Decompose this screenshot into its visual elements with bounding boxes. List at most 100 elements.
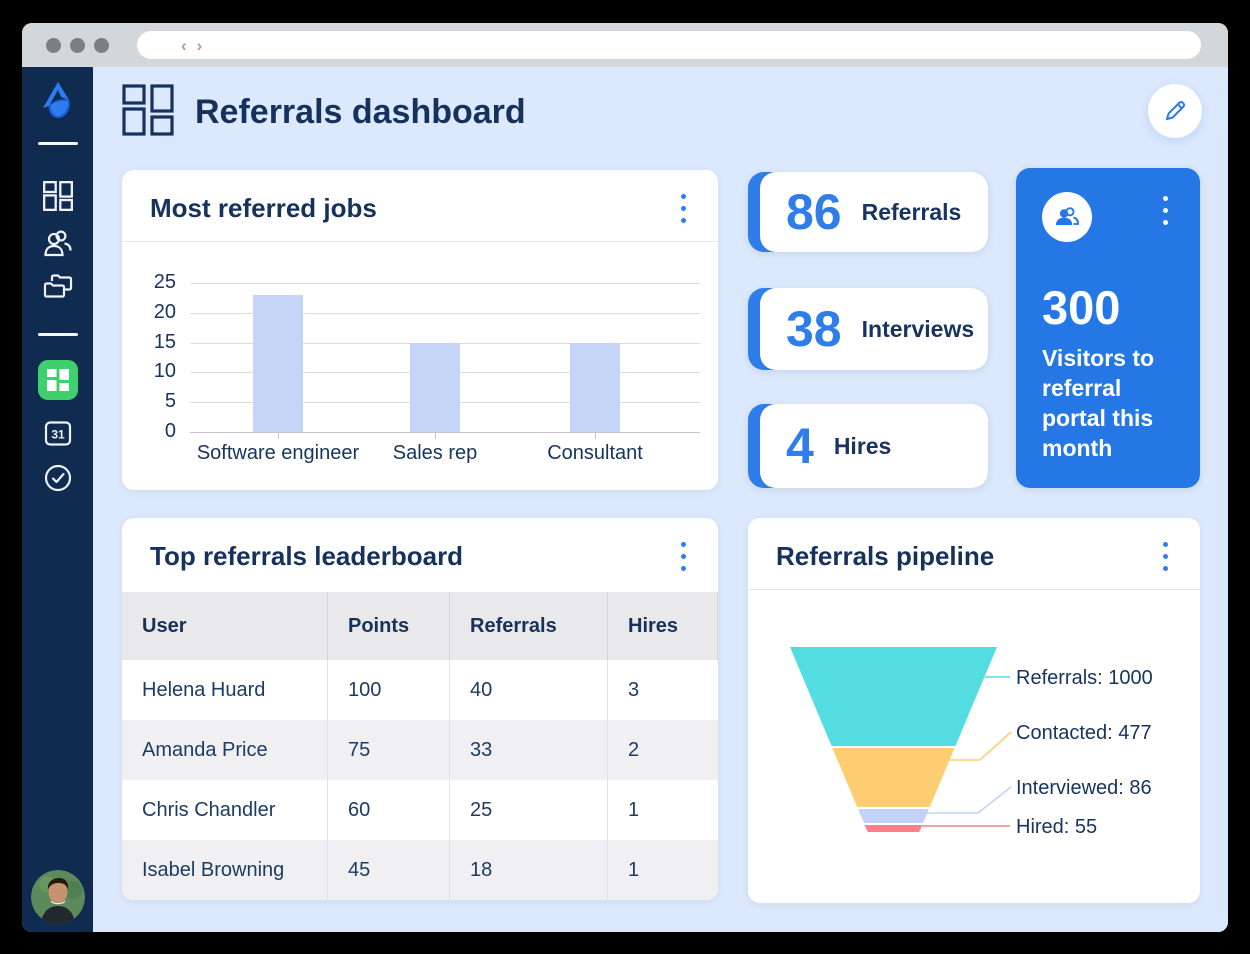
card-title: Most referred jobs xyxy=(150,193,377,223)
card-title: Top referrals leaderboard xyxy=(150,541,464,571)
kebab-menu-button[interactable] xyxy=(1157,192,1174,229)
sidebar-item-referrals-active[interactable] xyxy=(37,360,78,400)
chart-gridline xyxy=(190,432,700,433)
active-dashboard-icon xyxy=(37,360,78,400)
table-cell: Helena Huard xyxy=(122,660,328,720)
funnel-label: Interviewed: 86 xyxy=(1016,777,1152,799)
stat-card-interviews: 38 Interviews xyxy=(748,288,988,370)
table-cell: 100 xyxy=(328,660,450,720)
stat-value: 86 xyxy=(786,184,842,240)
card-title: Referrals pipeline xyxy=(776,541,995,571)
bar-sales-rep xyxy=(410,342,460,432)
table-cell: 3 xyxy=(628,678,640,701)
funnel-label: Contacted: 477 xyxy=(1016,722,1152,744)
check-circle-icon xyxy=(44,464,71,492)
dashboard-header-icon xyxy=(122,84,174,136)
table-header-row: User Points Referrals Hires xyxy=(122,592,718,660)
stat-label: Hires xyxy=(833,432,892,459)
dashboard-grid-icon xyxy=(42,181,73,211)
edit-dashboard-button[interactable] xyxy=(1148,84,1202,138)
app-logo xyxy=(39,80,77,126)
window-minimize-button[interactable] xyxy=(70,37,85,53)
table-cell: 40 xyxy=(450,660,608,720)
table-cell: 60 xyxy=(328,780,450,840)
table-row: Isabel Browning 45 18 1 xyxy=(122,840,718,900)
calendar-icon: 31 xyxy=(44,421,71,446)
sidebar-divider xyxy=(37,142,78,145)
funnel-chart: Referrals: 1000 Contacted: 477 Interviewed… xyxy=(790,647,1153,838)
x-axis-tick xyxy=(278,433,279,439)
leaderboard-table: User Points Referrals Hires Helena Huard 100 4… xyxy=(122,592,718,900)
sidebar-item-calendar[interactable]: 31 xyxy=(43,418,73,448)
funnel-leader-line xyxy=(927,786,1012,814)
stat-label: Referrals xyxy=(861,198,962,225)
table-cell: Chris Chandler xyxy=(122,780,328,840)
y-axis-tick-label: 15 xyxy=(153,330,176,353)
folders-icon xyxy=(43,274,72,298)
people-icon xyxy=(43,230,72,257)
x-axis-label: Consultant xyxy=(547,442,643,464)
column-header: Referrals xyxy=(450,592,608,660)
table-row: Amanda Price 75 33 2 xyxy=(122,720,718,780)
address-bar[interactable]: ‹ › xyxy=(137,31,1201,59)
y-axis-tick-label: 20 xyxy=(153,300,176,323)
table-row: Helena Huard 100 40 3 xyxy=(122,660,718,720)
browser-window: ‹ › xyxy=(22,23,1228,932)
logo-icon xyxy=(42,82,70,118)
bar-chart: 25 20 15 10 5 0 Software engineer Sales rep Cons… xyxy=(122,240,718,490)
table-cell: 1 xyxy=(628,858,640,881)
table-cell: 45 xyxy=(328,840,450,900)
stat-label: Interviews xyxy=(861,315,975,342)
table-row: Chris Chandler 60 25 1 xyxy=(122,780,718,840)
kebab-menu-button[interactable] xyxy=(1157,538,1174,575)
visitors-people-badge xyxy=(1042,192,1092,242)
window-close-button[interactable] xyxy=(46,37,61,53)
table-cell: 18 xyxy=(450,840,608,900)
table-cell: 33 xyxy=(450,720,608,780)
x-axis-label: Sales rep xyxy=(392,442,478,464)
visitors-value: 300 xyxy=(1042,281,1121,334)
chart-gridline xyxy=(190,283,700,284)
stat-card-referrals: 86 Referrals xyxy=(748,172,988,252)
funnel-leader-line xyxy=(948,731,1012,761)
column-header: User xyxy=(122,592,328,660)
pencil-icon xyxy=(1165,101,1186,121)
window-controls[interactable] xyxy=(46,37,109,53)
table-cell: 1 xyxy=(628,798,640,821)
y-axis-tick-label: 25 xyxy=(153,271,176,293)
column-header: Hires xyxy=(608,592,718,660)
table-cell: Isabel Browning xyxy=(122,840,328,900)
visitors-label: Visitors to referral portal this month xyxy=(1042,345,1155,461)
pipeline-card: Referrals pipeline Referrals: 1000 Contac… xyxy=(748,518,1200,903)
most-referred-jobs-card: Most referred jobs 25 20 15 10 5 0 Software en… xyxy=(122,170,718,490)
dashboard-grid-filled-icon xyxy=(46,369,69,391)
sidebar-item-dashboard[interactable] xyxy=(42,181,73,211)
y-axis-tick-label: 0 xyxy=(164,420,176,442)
main-content: Referrals dashboard Most referred jobs 2… xyxy=(93,67,1228,932)
x-axis-tick xyxy=(435,433,436,439)
visitors-card: 300 Visitors to referral portal this mon… xyxy=(1016,168,1200,488)
people-icon xyxy=(1055,207,1080,226)
back-icon[interactable]: ‹ xyxy=(181,35,187,55)
table-cell: 2 xyxy=(628,738,640,761)
sidebar-item-projects[interactable] xyxy=(43,273,73,299)
svg-text:31: 31 xyxy=(51,428,65,442)
table-cell: 75 xyxy=(328,720,450,780)
stat-value: 4 xyxy=(786,418,814,474)
page-title: Referrals dashboard xyxy=(195,93,526,131)
y-axis-tick-label: 5 xyxy=(164,390,176,413)
table-cell: Amanda Price xyxy=(122,720,328,780)
funnel-label: Hired: 55 xyxy=(1016,816,1097,838)
forward-icon[interactable]: › xyxy=(196,35,203,55)
window-maximize-button[interactable] xyxy=(94,37,109,53)
funnel-label: Referrals: 1000 xyxy=(1016,667,1153,689)
funnel-segment-interviewed xyxy=(858,809,929,823)
kebab-menu-button[interactable] xyxy=(675,190,692,227)
table-cell: 25 xyxy=(450,780,608,840)
funnel-segment-referrals xyxy=(790,647,997,746)
column-header: Points xyxy=(328,592,450,660)
user-avatar[interactable] xyxy=(30,870,85,924)
sidebar-item-tasks[interactable] xyxy=(44,464,72,492)
sidebar-item-people[interactable] xyxy=(43,229,73,257)
kebab-menu-button[interactable] xyxy=(675,538,692,575)
